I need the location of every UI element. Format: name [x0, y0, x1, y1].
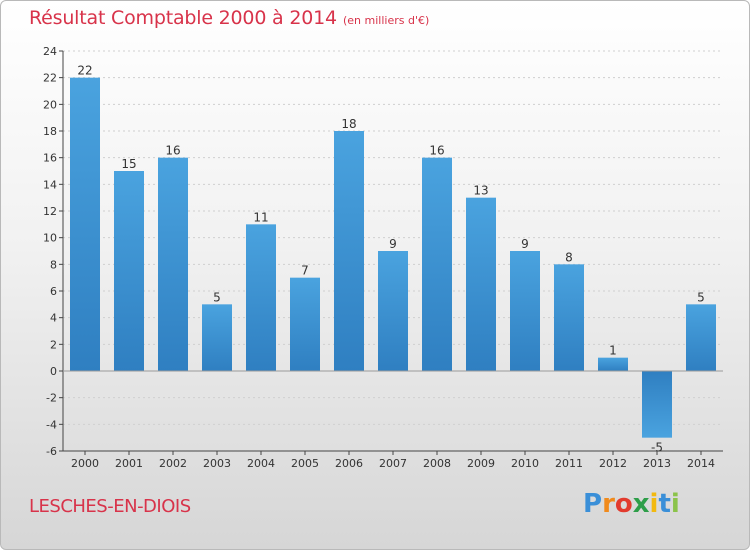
data-label-2003: 5	[213, 290, 221, 304]
commune-name: LESCHES-EN-DIOIS	[29, 496, 191, 517]
bar-2002	[158, 157, 188, 371]
bar-2014	[686, 304, 716, 371]
x-tick-label-2014: 2014	[687, 457, 715, 470]
bar-2012	[598, 357, 628, 371]
bar-2009	[466, 197, 496, 371]
x-tick-label-2007: 2007	[379, 457, 407, 470]
data-label-2013: -5	[651, 441, 663, 455]
data-label-2012: 1	[609, 344, 617, 358]
bar-2010	[510, 251, 540, 371]
x-tick-label-2013: 2013	[643, 457, 671, 470]
data-label-2014: 5	[697, 290, 705, 304]
x-tick-label-2012: 2012	[599, 457, 627, 470]
x-tick-label-2010: 2010	[511, 457, 539, 470]
x-tick-label-2001: 2001	[115, 457, 143, 470]
data-label-2002: 16	[165, 144, 180, 158]
y-tick-label: 2	[50, 338, 57, 351]
y-tick-label: 8	[50, 258, 57, 271]
bar-2007	[378, 251, 408, 371]
bar-2011	[554, 264, 584, 371]
bar-2004	[246, 224, 276, 371]
bar-2005	[290, 277, 320, 371]
bar-2003	[202, 304, 232, 371]
y-tick-label: 16	[43, 152, 57, 165]
bar-2008	[422, 157, 452, 371]
x-tick-label-2008: 2008	[423, 457, 451, 470]
y-tick-label: 24	[43, 45, 57, 58]
y-tick-label: 6	[50, 285, 57, 298]
data-label-2009: 13	[473, 184, 488, 198]
logo-letter: o	[614, 489, 633, 519]
data-label-2007: 9	[389, 237, 397, 251]
chart-title: Résultat Comptable 2000 à 2014	[29, 7, 337, 29]
y-tick-label: 14	[43, 178, 57, 191]
x-tick-label-2009: 2009	[467, 457, 495, 470]
y-tick-label: -2	[46, 392, 57, 405]
y-tick-label: 20	[43, 98, 57, 111]
x-tick-label-2002: 2002	[159, 457, 187, 470]
chart-subtitle: (en milliers d'€)	[343, 14, 430, 27]
y-tick-label: -6	[46, 445, 57, 458]
x-tick-label-2011: 2011	[555, 457, 583, 470]
bar-2006	[334, 131, 364, 371]
data-label-2001: 15	[121, 157, 136, 171]
data-label-2006: 18	[341, 117, 356, 131]
proxiti-logo: Proxiti	[583, 489, 680, 519]
x-tick-label-2005: 2005	[291, 457, 319, 470]
logo-letter: r	[602, 489, 615, 519]
y-tick-label: 22	[43, 72, 57, 85]
data-label-2004: 11	[253, 210, 268, 224]
x-tick-label-2000: 2000	[71, 457, 99, 470]
bar-2013	[642, 371, 672, 438]
bar-2000	[70, 77, 100, 372]
bar-2001	[114, 171, 144, 371]
logo-letter: P	[583, 489, 603, 519]
logo-letter: i	[670, 489, 680, 519]
x-tick-label-2003: 2003	[203, 457, 231, 470]
x-tick-label-2006: 2006	[335, 457, 363, 470]
data-label-2008: 16	[429, 144, 444, 158]
y-tick-label: 12	[43, 205, 57, 218]
x-tick-label-2004: 2004	[247, 457, 275, 470]
data-label-2000: 22	[77, 64, 92, 78]
data-label-2010: 9	[521, 237, 529, 251]
data-label-2005: 7	[301, 264, 309, 278]
logo-letter: x	[632, 489, 650, 519]
data-label-2011: 8	[565, 250, 573, 264]
logo-letter: t	[658, 489, 671, 519]
y-tick-label: 4	[50, 312, 57, 325]
y-tick-label: -4	[46, 418, 57, 431]
y-tick-label: 10	[43, 232, 57, 245]
y-tick-label: 18	[43, 125, 57, 138]
logo-letter: i	[649, 489, 659, 519]
y-tick-label: 0	[50, 365, 57, 378]
